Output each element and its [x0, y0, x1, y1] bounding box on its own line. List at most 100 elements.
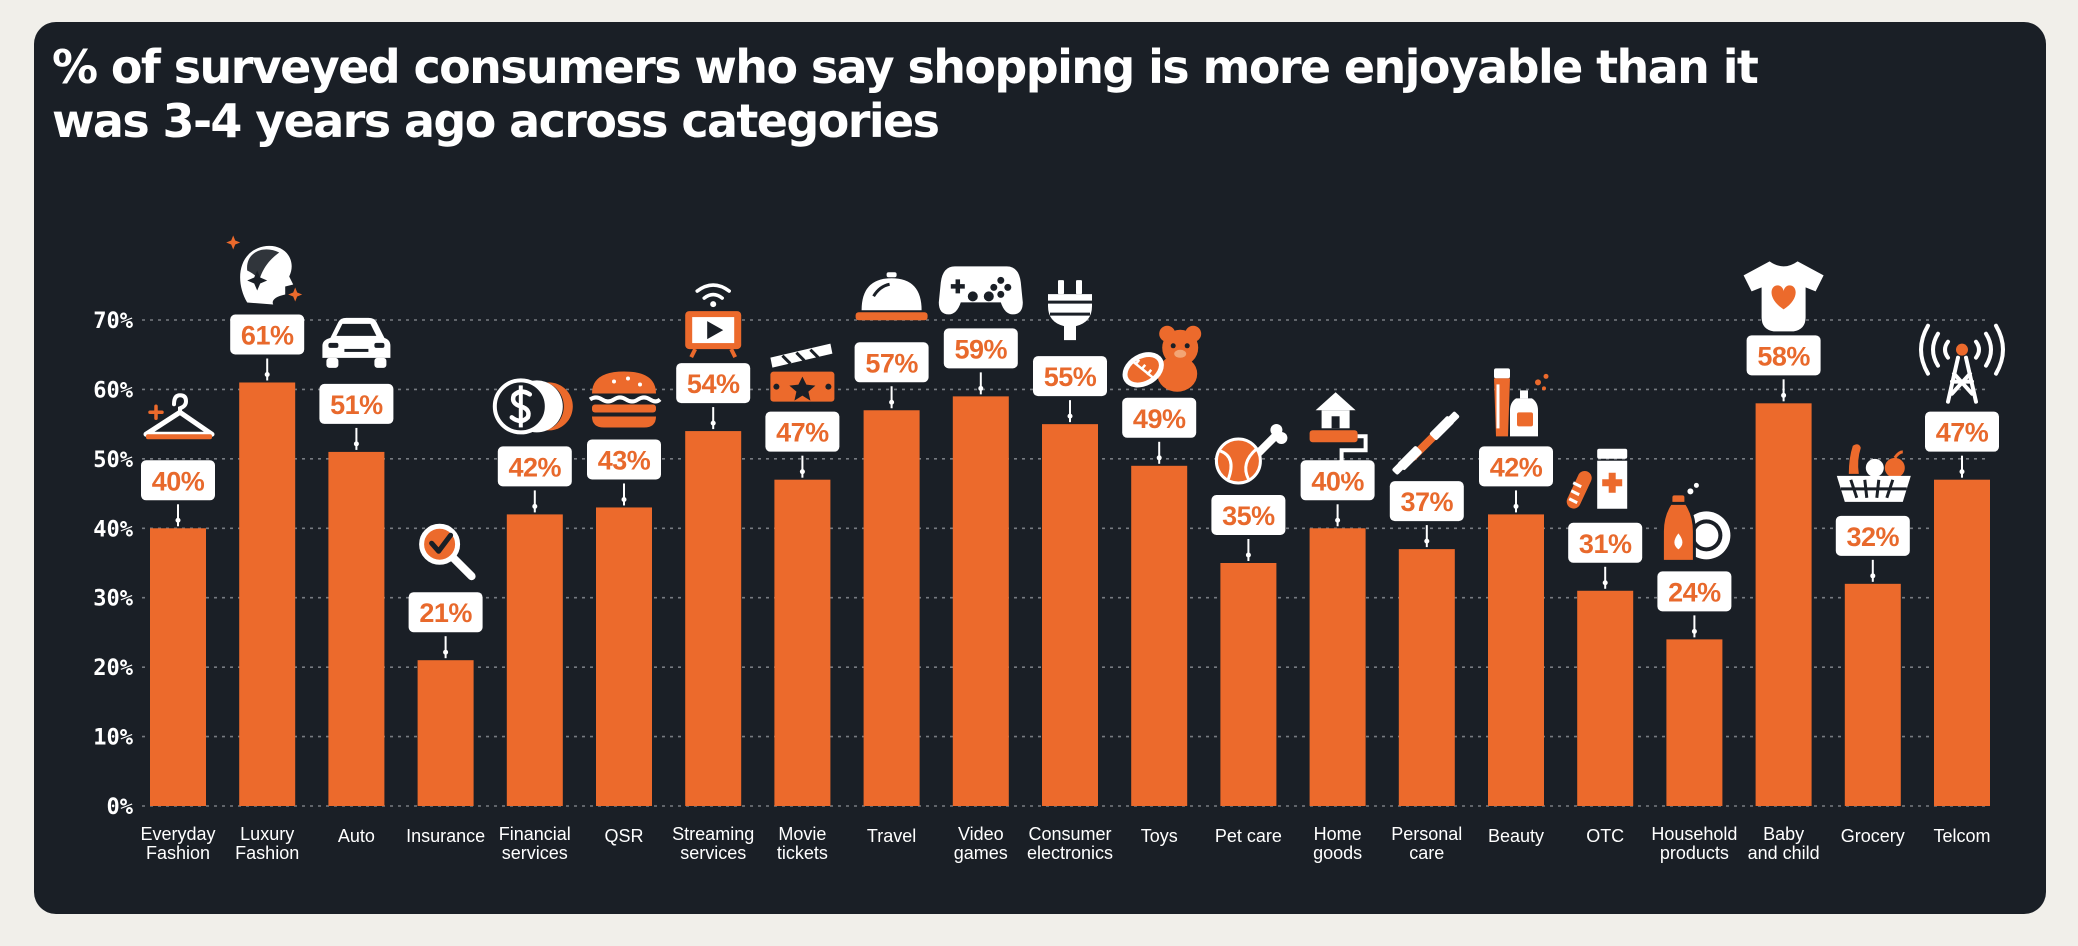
bar	[952, 396, 1009, 806]
bar	[1577, 590, 1634, 806]
bar	[863, 410, 920, 806]
bar	[239, 382, 296, 806]
data-label-box	[1122, 397, 1197, 438]
data-label: 42%	[1490, 452, 1543, 482]
x-tick-label: Consumer electronics	[1027, 824, 1113, 863]
x-tick-label: Personal care	[1391, 824, 1462, 863]
data-label-box	[587, 439, 661, 480]
data-label-box	[1835, 515, 1910, 556]
y-tick-label: 70%	[93, 309, 133, 334]
house-roller-icon	[1309, 392, 1368, 475]
data-label-box	[1300, 460, 1375, 501]
data-label: 57%	[865, 348, 918, 378]
antenna-icon	[1919, 323, 2005, 404]
service-bell-icon	[855, 272, 928, 321]
y-tick-label: 60%	[93, 378, 133, 403]
data-label: 51%	[330, 390, 383, 420]
x-tick-label: Financial services	[499, 824, 571, 863]
bar	[150, 528, 206, 806]
data-label-box	[1211, 495, 1286, 535]
x-tick-label: Auto	[338, 826, 375, 846]
data-label-box	[408, 592, 483, 633]
y-tick-label: 20%	[93, 656, 133, 681]
woman-profile-icon	[226, 235, 303, 305]
bar	[1755, 403, 1812, 806]
bar	[1488, 514, 1544, 806]
x-tick-label: Household products	[1651, 824, 1737, 863]
x-tick-label: QSR	[604, 826, 643, 846]
x-tick-label: Insurance	[406, 826, 485, 846]
data-label: 47%	[776, 418, 829, 448]
x-tick-label: Beauty	[1488, 826, 1544, 846]
data-label-box	[1925, 411, 1999, 452]
data-label: 49%	[1133, 404, 1186, 434]
data-label: 47%	[1936, 418, 1989, 448]
x-tick-label: Everyday Fashion	[140, 824, 215, 863]
bar	[417, 660, 474, 806]
bar	[506, 514, 563, 806]
x-tick-label: Movie tickets	[777, 824, 828, 863]
data-label: 43%	[598, 445, 651, 475]
data-label-box	[854, 342, 929, 383]
data-label: 32%	[1847, 522, 1900, 552]
data-label: 40%	[152, 466, 205, 496]
x-tick-label: Streaming services	[672, 824, 754, 863]
hanger-icon	[143, 393, 215, 440]
x-tick-label: Telcom	[1933, 826, 1990, 846]
burger-icon	[588, 371, 662, 428]
bar	[328, 451, 385, 806]
data-label-box	[1479, 446, 1553, 487]
data-label-box	[676, 363, 751, 404]
x-tick-label: Pet care	[1215, 826, 1282, 846]
data-label: 21%	[419, 598, 472, 628]
data-label: 58%	[1757, 341, 1810, 371]
medicine-icon	[1564, 448, 1628, 511]
y-tick-label: 50%	[93, 448, 133, 473]
data-label-box	[1033, 356, 1107, 397]
basket-icon	[1836, 444, 1911, 502]
bar	[1131, 465, 1188, 806]
teddy-bear-icon	[1122, 325, 1202, 392]
x-tick-label: Baby and child	[1748, 824, 1820, 863]
gamepad-icon	[938, 266, 1023, 315]
data-label-box	[765, 411, 840, 452]
data-label: 55%	[1044, 362, 1097, 392]
bar	[596, 507, 652, 806]
bar	[1398, 549, 1455, 806]
data-label-box	[141, 460, 215, 501]
data-label-box	[1389, 481, 1464, 522]
data-label-box	[319, 383, 394, 424]
data-label: 42%	[509, 452, 562, 482]
onesie-icon	[1743, 261, 1824, 332]
ball-bone-icon	[1214, 424, 1288, 485]
y-tick-label: 10%	[93, 726, 133, 751]
bar	[1934, 479, 1990, 806]
bar	[1666, 639, 1723, 806]
data-label-box	[1657, 571, 1732, 612]
x-tick-label: Video games	[954, 824, 1008, 863]
data-label: 61%	[241, 320, 294, 350]
detergent-plate-icon	[1660, 482, 1731, 563]
bar	[1042, 424, 1098, 806]
data-label-box	[497, 446, 572, 487]
data-label: 24%	[1668, 577, 1721, 607]
y-tick-label: 30%	[93, 587, 133, 612]
data-label-box	[230, 314, 305, 355]
tv-play-icon	[685, 283, 742, 358]
x-tick-label: Luxury Fashion	[235, 824, 299, 863]
cosmetics-icon	[1494, 368, 1549, 437]
y-tick-label: 40%	[93, 517, 133, 542]
data-label-box	[943, 328, 1018, 369]
plug-icon	[1048, 280, 1092, 341]
data-label: 37%	[1401, 487, 1454, 517]
data-label-box	[1568, 522, 1643, 563]
x-tick-label: Home goods	[1313, 824, 1362, 863]
data-label: 54%	[687, 369, 740, 399]
bar	[1309, 528, 1366, 806]
dumbbell-icon	[1392, 411, 1460, 475]
coins-icon	[492, 378, 573, 435]
car-icon	[322, 317, 391, 368]
clapper-ticket-icon	[770, 343, 835, 402]
chart-title: % of surveyed consumers who say shopping…	[52, 40, 1759, 148]
data-label: 59%	[955, 334, 1008, 364]
